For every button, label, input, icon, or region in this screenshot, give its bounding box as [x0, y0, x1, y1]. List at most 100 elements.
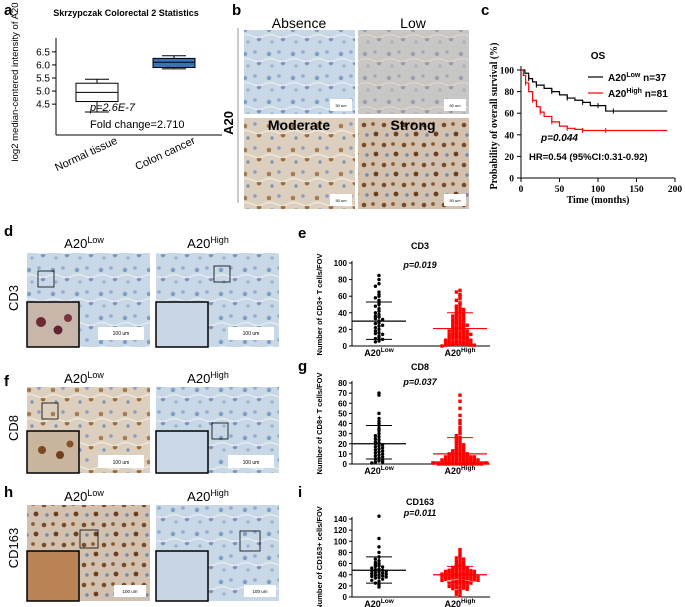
- scatter-ytick-label: 100: [334, 259, 348, 268]
- scatter-point: [447, 576, 451, 581]
- box-chart-ytick-label: 6.0: [36, 60, 50, 71]
- scatter-point: [370, 566, 374, 570]
- panel-label-a: a: [4, 2, 13, 19]
- scatter-point: [458, 296, 462, 301]
- km-curve: [521, 69, 668, 132]
- scatter-point: [443, 458, 448, 462]
- scatter-point: [458, 588, 462, 593]
- ihc-d-low-inset-cell: [36, 317, 46, 327]
- scatter-point: [380, 446, 385, 450]
- ihc-d-low-title: A20Low: [64, 235, 104, 251]
- scatter-point: [465, 335, 469, 339]
- scatter-point: [458, 302, 462, 307]
- scatter-point: [472, 578, 477, 582]
- scatter-point: [461, 307, 466, 312]
- scatter-point: [447, 584, 451, 589]
- scatter-point: [469, 340, 473, 345]
- scatter-point: [377, 294, 381, 298]
- scatter-point: [380, 460, 385, 464]
- scatter-panels: e g i CD3 p=0.019 Number of CD3+ T cells/F…: [298, 225, 490, 607]
- panel-a: a Skrzypczak Colorectal 2 Statistics log…: [4, 2, 222, 174]
- scatter-ytick-label: 50: [338, 409, 347, 418]
- ihc-f-high-roi: [211, 422, 229, 440]
- scatter-point: [373, 460, 378, 464]
- scatter-point: [443, 343, 448, 347]
- ihc-image-moderate: [244, 118, 355, 209]
- scatter-xlabel-low: A20Low: [364, 465, 394, 476]
- scatter-ytick-label: 70: [338, 389, 347, 398]
- scale-bar-label-absence: 50 um: [335, 103, 347, 108]
- scatter-point: [454, 333, 459, 337]
- ihc-h-high-title: A20High: [187, 488, 229, 504]
- box-chart-xtick-normal: Normal tissue: [53, 135, 119, 174]
- scatter-point: [443, 455, 448, 459]
- ihc-d-marker: CD3: [6, 285, 21, 311]
- scatter-point: [465, 331, 469, 336]
- scatter-point: [451, 451, 455, 455]
- scatter-point: [370, 461, 374, 465]
- scatter-point: [451, 462, 455, 466]
- scatter-point: [380, 452, 385, 456]
- scatter-pvalue: p=0.011: [403, 508, 437, 518]
- scatter-point: [373, 296, 378, 300]
- scatter-point: [472, 343, 477, 347]
- scatter-point: [465, 454, 469, 458]
- scatter-point: [373, 451, 378, 455]
- scatter-point: [461, 453, 466, 457]
- scatter-point: [458, 547, 462, 552]
- box-chart-ytick-label: 5.0: [36, 87, 50, 98]
- scale-bar-label-moderate: 50 um: [335, 198, 347, 203]
- scatter-xlabel-low: A20Low: [364, 347, 394, 358]
- scatter-xlabel-low: A20Low: [364, 598, 394, 607]
- scatter-point: [469, 455, 473, 459]
- km-ytick-label: 0: [509, 175, 514, 185]
- scatter-point: [476, 460, 480, 464]
- ihc-h-high-scalebar: [244, 585, 276, 597]
- scatter-point: [380, 323, 385, 327]
- scatter-point: [465, 337, 469, 342]
- ihc-d-high-scalebar-label: 100 um: [243, 331, 260, 337]
- ihc-d-low-inset-cell: [53, 325, 63, 335]
- scatter-point: [461, 341, 466, 346]
- scatter-point: [458, 550, 462, 555]
- scatter-point: [373, 576, 378, 580]
- scatter-point: [469, 569, 473, 573]
- scatter-point: [469, 577, 473, 581]
- ihc-h-high-inset: [155, 550, 209, 602]
- km-xtick-label: 150: [629, 185, 644, 195]
- scatter-point: [451, 331, 455, 336]
- km-xtick-label: 200: [668, 185, 683, 195]
- scatter-point: [461, 316, 466, 321]
- scatter-ytick-label: 30: [338, 430, 347, 439]
- scatter-point: [373, 433, 378, 438]
- km-ytick-label: 60: [505, 110, 515, 120]
- scatter-point: [458, 421, 462, 426]
- scatter-point: [458, 425, 462, 430]
- scatter-point: [447, 335, 451, 339]
- scatter-point: [451, 334, 455, 338]
- scatter-point: [454, 459, 459, 463]
- scatter-point: [458, 399, 462, 403]
- scatter-point: [447, 332, 451, 337]
- panel-b: b A20 Absence Low Moderate Strong 50 um …: [221, 2, 469, 209]
- km-curve: [521, 69, 668, 112]
- scatter-point: [447, 337, 451, 342]
- scatter-point: [458, 418, 462, 423]
- scatter-point: [380, 574, 385, 578]
- scatter-point: [451, 323, 455, 327]
- scatter-point: [469, 332, 473, 337]
- ihc-f-low-scalebar-label: 100 um: [113, 460, 130, 466]
- scatter-point: [465, 584, 469, 588]
- scatter-ytick-label: 60: [338, 399, 347, 408]
- scatter-ytick-label: 20: [338, 440, 347, 449]
- ihc-d-high-inset: [155, 301, 209, 348]
- ihc-h-high-scalebar-label: 100 um: [252, 589, 267, 594]
- scatter-point: [373, 573, 378, 577]
- scatter-point: [373, 311, 378, 315]
- scatter-point: [469, 343, 473, 347]
- scatter-point: [461, 322, 466, 327]
- scatter-point: [454, 567, 459, 571]
- km-title: OS: [591, 51, 606, 62]
- scatter-point: [454, 336, 459, 340]
- scatter-title: CD3: [411, 241, 429, 251]
